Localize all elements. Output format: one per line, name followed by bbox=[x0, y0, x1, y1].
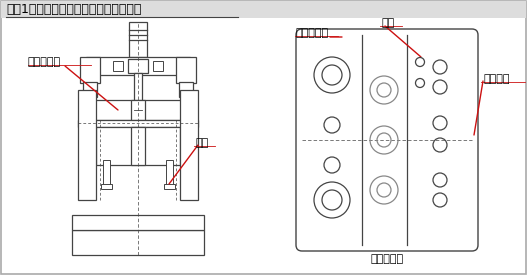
Bar bbox=[80, 57, 100, 83]
Bar bbox=[72, 215, 204, 230]
Bar bbox=[72, 230, 204, 255]
Text: ストリッパ: ストリッパ bbox=[296, 28, 329, 38]
Bar bbox=[176, 57, 196, 83]
Bar bbox=[96, 127, 180, 165]
Bar bbox=[103, 160, 110, 185]
Bar bbox=[131, 127, 145, 165]
Bar bbox=[129, 22, 147, 57]
Text: ピン: ピン bbox=[196, 138, 209, 148]
Bar bbox=[86, 57, 190, 75]
Bar bbox=[78, 120, 198, 127]
Text: ストリッパ: ストリッパ bbox=[28, 57, 61, 67]
Bar bbox=[131, 100, 145, 120]
Bar bbox=[83, 82, 97, 97]
Bar bbox=[86, 100, 190, 120]
Bar bbox=[180, 90, 198, 200]
Bar bbox=[134, 73, 142, 113]
Bar bbox=[135, 112, 141, 121]
Bar bbox=[78, 90, 96, 200]
Bar bbox=[128, 59, 148, 73]
FancyBboxPatch shape bbox=[296, 29, 478, 251]
Text: 【図1】固定ストリッパ構造の穴抜き型: 【図1】固定ストリッパ構造の穴抜き型 bbox=[6, 3, 141, 16]
Bar bbox=[153, 61, 163, 71]
Bar bbox=[1, 1, 526, 18]
Bar bbox=[164, 184, 175, 189]
Bar bbox=[179, 82, 193, 97]
Bar bbox=[101, 184, 112, 189]
Bar bbox=[166, 160, 173, 185]
Text: 被加工材: 被加工材 bbox=[483, 74, 510, 84]
Text: ピン: ピン bbox=[382, 18, 395, 28]
Bar bbox=[113, 61, 123, 71]
Text: 下型平面図: 下型平面図 bbox=[370, 254, 404, 264]
